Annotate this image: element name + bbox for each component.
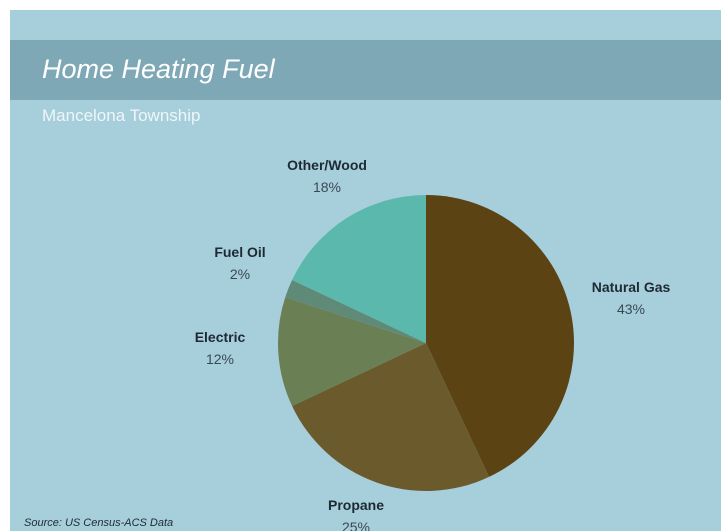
slice-label-electric: Electric xyxy=(195,329,246,345)
slice-value-natural-gas: 43% xyxy=(617,301,645,317)
pie-chart: Natural Gas 43% Propane 25% Electric 12% Fuel … xyxy=(195,157,671,531)
slice-label-propane: Propane xyxy=(328,497,384,513)
slice-value-electric: 12% xyxy=(206,351,234,367)
title-band: Home Heating Fuel xyxy=(10,40,721,100)
pie-slice-other-wood xyxy=(292,195,426,343)
pie-slice-electric xyxy=(277,297,426,407)
pie-slice-propane xyxy=(292,343,490,491)
slice-label-fuel-oil: Fuel Oil xyxy=(214,244,265,260)
source-note: Source: US Census-ACS Data xyxy=(24,517,174,529)
chart-panel: Home Heating Fuel Mancelona Township Nat… xyxy=(10,10,721,531)
slice-label-other-wood: Other/Wood xyxy=(287,157,367,173)
pie-slice-natural-gas xyxy=(426,195,574,477)
pie-slice-fuel-oil xyxy=(285,279,426,343)
slice-label-natural-gas: Natural Gas xyxy=(592,279,671,295)
slice-value-other-wood: 18% xyxy=(313,179,341,195)
slice-value-propane: 25% xyxy=(342,519,370,531)
chart-subtitle: Mancelona Township xyxy=(42,106,201,125)
chart-title: Home Heating Fuel xyxy=(42,54,275,84)
slice-value-fuel-oil: 2% xyxy=(230,266,250,282)
